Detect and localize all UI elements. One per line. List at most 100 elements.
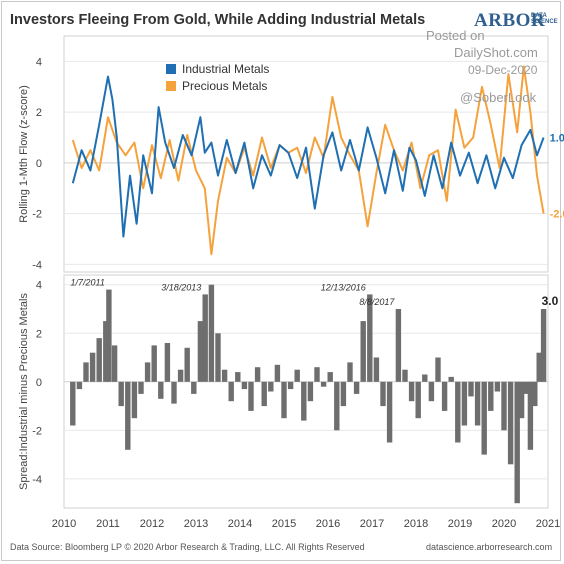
spread-bar bbox=[281, 381, 287, 419]
spread-bar bbox=[76, 381, 83, 390]
watermark-posted: Posted on bbox=[426, 28, 485, 43]
arbor-logo-sub: DATA SCIENCE bbox=[531, 13, 558, 25]
spread-bar bbox=[287, 381, 294, 390]
spread-bar bbox=[347, 362, 353, 382]
x-tick-label: 2010 bbox=[52, 518, 76, 530]
spread-bar bbox=[261, 381, 267, 407]
spread-bar bbox=[197, 321, 204, 382]
spread-bar bbox=[131, 381, 138, 419]
annotation-label: 12/13/2016 bbox=[321, 282, 366, 292]
bottom-y-tick-label: 0 bbox=[36, 377, 42, 389]
spread-bar bbox=[514, 381, 520, 504]
bottom-y-tick-label: -2 bbox=[32, 425, 42, 437]
bottom-y-tick-label: -4 bbox=[32, 474, 42, 486]
logo-sub-science: SCIENCE bbox=[531, 19, 558, 25]
x-tick-label: 2013 bbox=[184, 518, 208, 530]
spread-bar bbox=[221, 369, 228, 382]
x-tick-label: 2012 bbox=[140, 518, 164, 530]
top-y-tick-label: -4 bbox=[32, 259, 42, 271]
spread-bar bbox=[435, 357, 441, 382]
top-y-tick-label: -2 bbox=[32, 209, 42, 221]
top-y-tick-label: 0 bbox=[36, 158, 42, 170]
spread-bar bbox=[320, 381, 327, 387]
watermark-date: 09-Dec-2020 bbox=[468, 63, 538, 77]
x-tick-label: 2019 bbox=[448, 518, 472, 530]
spread-bar bbox=[138, 381, 144, 394]
x-tick-label: 2018 bbox=[404, 518, 428, 530]
spread-bar bbox=[461, 381, 468, 426]
x-tick-label: 2020 bbox=[492, 518, 516, 530]
spread-bar bbox=[402, 369, 408, 382]
annotation-label: 8/8/2017 bbox=[359, 297, 395, 307]
spread-bar bbox=[208, 284, 215, 382]
spread-bar bbox=[111, 345, 118, 382]
legend-label: Precious Metals bbox=[182, 79, 267, 93]
spread-bar bbox=[474, 381, 481, 426]
watermark-site: DailyShot.com bbox=[454, 45, 538, 60]
spread-bar bbox=[125, 381, 131, 450]
spread-bar bbox=[536, 352, 542, 382]
spread-bar bbox=[527, 381, 534, 450]
annotation-label: 3/18/2013 bbox=[161, 282, 201, 292]
spread-bar bbox=[235, 372, 241, 382]
x-tick-label: 2017 bbox=[360, 518, 384, 530]
spread-bar bbox=[70, 381, 76, 426]
top-panel-border bbox=[63, 35, 549, 273]
spread-bar bbox=[248, 381, 254, 411]
spread-bar bbox=[103, 321, 109, 382]
legend-swatch bbox=[166, 81, 176, 91]
spread-bar bbox=[448, 376, 454, 382]
chart-title: Investors Fleeing From Gold, While Addin… bbox=[10, 12, 426, 28]
bottom-panel-border bbox=[63, 274, 549, 509]
logo-sub-data: DATA bbox=[531, 13, 547, 19]
spread-bar bbox=[294, 369, 300, 382]
series-line-precious-metals bbox=[71, 65, 545, 256]
top-y-axis-label: Rolling 1-Mth Flow (z-score) bbox=[18, 85, 30, 223]
spread-bar bbox=[455, 381, 461, 443]
spread-bar bbox=[468, 381, 474, 397]
spread-bar bbox=[254, 367, 261, 382]
spread-bar bbox=[327, 372, 333, 382]
spread-bar bbox=[523, 381, 529, 394]
x-tick-label: 2014 bbox=[228, 518, 252, 530]
spread-bar bbox=[177, 369, 184, 382]
spread-bar bbox=[540, 309, 547, 382]
spread-bar bbox=[314, 367, 320, 382]
spread-bar bbox=[408, 381, 415, 402]
spread-bar bbox=[494, 381, 501, 392]
spread-end-label: 3.0 bbox=[542, 294, 559, 308]
spread-bar bbox=[274, 364, 281, 382]
spread-bar bbox=[415, 381, 421, 419]
legend-label: Industrial Metals bbox=[182, 62, 269, 76]
spread-bar bbox=[158, 381, 164, 399]
top-y-tick-label: 4 bbox=[36, 56, 42, 68]
spread-bar bbox=[507, 381, 514, 465]
spread-bar bbox=[171, 381, 177, 404]
spread-bar bbox=[83, 362, 89, 382]
spread-bar bbox=[373, 357, 380, 382]
spread-bar bbox=[481, 381, 487, 455]
series-line-industrial-metals bbox=[71, 75, 545, 238]
spread-bar bbox=[395, 309, 402, 382]
series-end-label: 1.0 bbox=[550, 133, 564, 145]
spread-bar bbox=[340, 381, 347, 407]
spread-bar bbox=[241, 381, 248, 390]
x-tick-label: 2021 bbox=[536, 518, 560, 530]
bottom-y-tick-label: 2 bbox=[36, 328, 42, 340]
spread-bar bbox=[501, 381, 507, 431]
series-end-label: -2.0 bbox=[550, 209, 564, 221]
x-tick-label: 2016 bbox=[316, 518, 340, 530]
x-tick-label: 2011 bbox=[96, 518, 120, 530]
spread-bar bbox=[164, 343, 171, 382]
spread-bar bbox=[380, 381, 386, 407]
spread-bar bbox=[301, 381, 307, 421]
spread-bar bbox=[532, 381, 538, 407]
spread-bar bbox=[144, 362, 151, 382]
x-tick-label: 2015 bbox=[272, 518, 296, 530]
spread-bar bbox=[106, 289, 112, 382]
spread-bar bbox=[386, 381, 393, 443]
spread-bar bbox=[191, 381, 197, 394]
spread-bar bbox=[202, 294, 208, 382]
